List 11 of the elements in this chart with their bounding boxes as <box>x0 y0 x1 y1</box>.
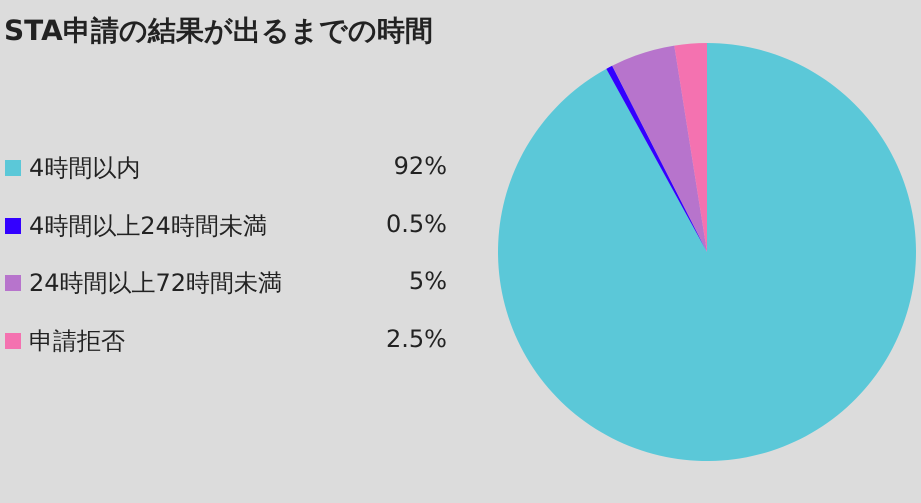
pie-slice <box>674 43 707 252</box>
pie-slice <box>498 43 916 461</box>
legend-label: 4時間以上24時間未満 <box>29 210 267 242</box>
data-label: 5% <box>408 267 447 295</box>
data-label: 92% <box>394 152 447 180</box>
chart-title: STA申請の結果が出るまでの時間 <box>4 13 433 49</box>
legend-label: 申請拒否 <box>29 326 125 356</box>
data-label: 2.5% <box>386 324 447 352</box>
legend-label: 24時間以上72時間未満 <box>29 268 282 299</box>
data-label: 0.5% <box>386 210 447 238</box>
legend-label: 4時間以内 <box>29 153 140 184</box>
